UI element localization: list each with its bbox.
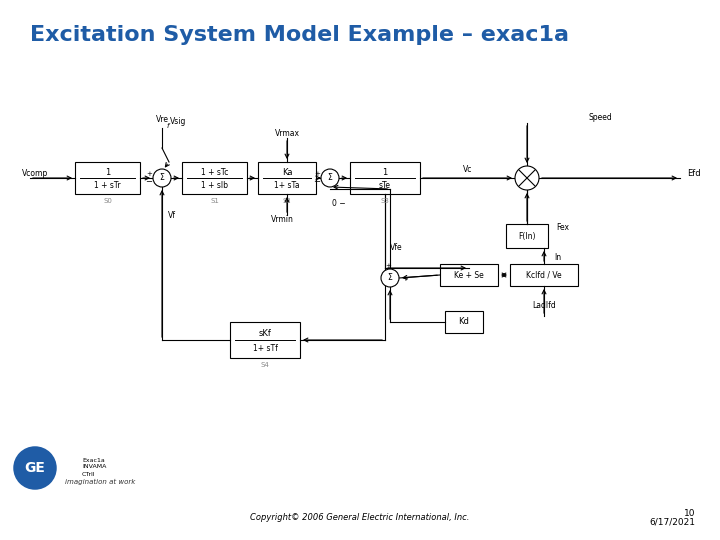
Circle shape: [381, 269, 399, 287]
Text: CTrll: CTrll: [82, 471, 96, 476]
Text: Exac1a: Exac1a: [82, 457, 104, 462]
Bar: [445, 311, 483, 333]
Text: +: +: [314, 171, 320, 177]
Text: Excitation System Model Example – exac1a: Excitation System Model Example – exac1a: [30, 25, 569, 45]
Circle shape: [15, 448, 55, 488]
Text: −: −: [313, 178, 320, 186]
Circle shape: [321, 169, 339, 187]
Text: 1+ sTf: 1+ sTf: [253, 344, 277, 353]
Bar: [506, 224, 548, 248]
Text: −: −: [145, 178, 152, 186]
Text: sKf: sKf: [258, 329, 271, 339]
Text: Vc: Vc: [463, 165, 472, 174]
Text: S3: S3: [381, 198, 390, 204]
Text: S2: S2: [283, 198, 292, 204]
Text: Efd: Efd: [687, 168, 701, 178]
Text: imagination at work: imagination at work: [65, 479, 135, 485]
Circle shape: [153, 169, 171, 187]
Bar: [350, 162, 420, 194]
Text: S0: S0: [103, 198, 112, 204]
Text: KcIfd / Ve: KcIfd / Ve: [526, 271, 562, 280]
Text: 1 + sIb: 1 + sIb: [201, 181, 228, 190]
Text: 6/17/2021: 6/17/2021: [649, 517, 695, 526]
Bar: [230, 322, 300, 358]
Text: Vsig: Vsig: [170, 117, 186, 125]
Text: 0 −: 0 −: [332, 199, 346, 208]
Text: Σ: Σ: [160, 173, 164, 183]
Text: LadIfd: LadIfd: [532, 301, 556, 310]
Text: Ka: Ka: [282, 168, 292, 177]
Text: Fex: Fex: [556, 222, 569, 232]
Text: 1: 1: [105, 168, 110, 177]
Text: Vf: Vf: [168, 212, 176, 220]
Text: In: In: [554, 253, 561, 262]
Bar: [258, 162, 316, 194]
Text: INVAMA: INVAMA: [82, 464, 107, 469]
Text: Vfe: Vfe: [390, 244, 402, 253]
Text: +: +: [146, 171, 152, 177]
Text: F(In): F(In): [518, 232, 536, 240]
Text: Vrmin: Vrmin: [271, 215, 294, 225]
Text: Vre: Vre: [156, 116, 168, 125]
Text: 1+ sTa: 1+ sTa: [274, 181, 300, 190]
Text: Kd: Kd: [459, 318, 469, 327]
Text: S1: S1: [210, 198, 219, 204]
Bar: [440, 264, 498, 286]
Text: Ke + Se: Ke + Se: [454, 271, 484, 280]
Text: GE: GE: [24, 461, 45, 475]
Text: +: +: [385, 263, 391, 269]
Circle shape: [515, 166, 539, 190]
Text: S4: S4: [261, 362, 269, 368]
Text: Vrmax: Vrmax: [274, 129, 300, 138]
Text: +: +: [402, 276, 408, 282]
Text: 1: 1: [382, 168, 387, 177]
Bar: [75, 162, 140, 194]
Text: Speed: Speed: [588, 113, 612, 123]
Text: Copyright© 2006 General Electric International, Inc.: Copyright© 2006 General Electric Interna…: [251, 514, 469, 523]
Text: Σ: Σ: [328, 173, 333, 183]
Text: Σ: Σ: [387, 273, 392, 282]
Text: Vcomp: Vcomp: [22, 168, 48, 178]
Text: 1 + sTc: 1 + sTc: [201, 168, 228, 177]
Text: 1 + sTr: 1 + sTr: [94, 181, 121, 190]
Text: 10: 10: [683, 509, 695, 517]
Text: sTe: sTe: [379, 181, 391, 190]
Text: f: f: [167, 123, 169, 129]
Bar: [182, 162, 247, 194]
Bar: [510, 264, 578, 286]
